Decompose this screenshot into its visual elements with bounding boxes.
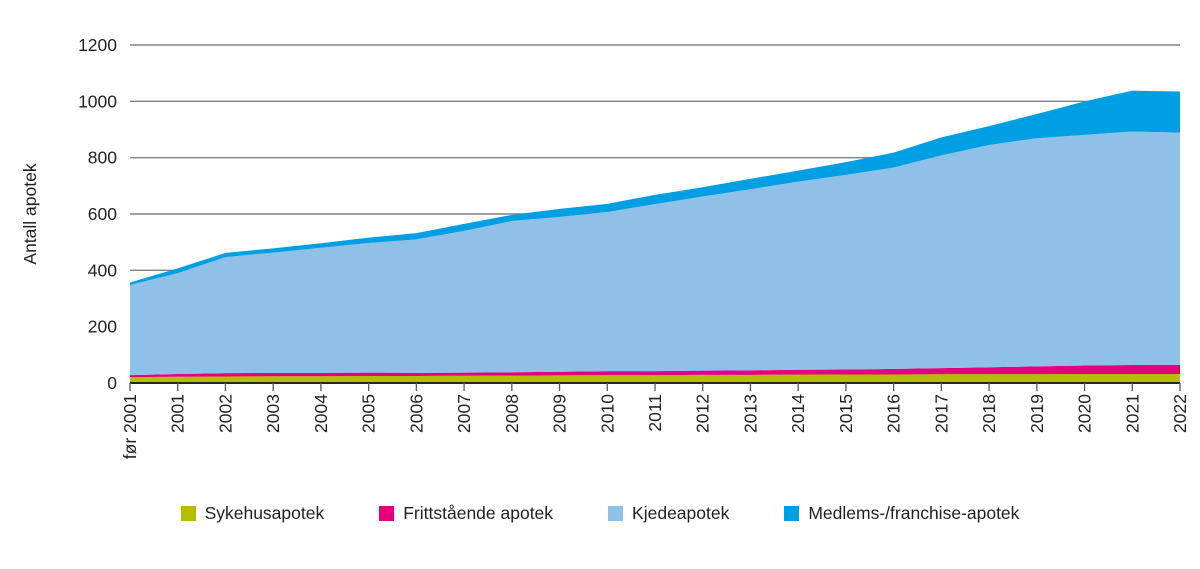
legend-swatch-kjedeapotek xyxy=(608,506,624,521)
x-tick-label: 2011 xyxy=(645,394,665,432)
x-tick-label: 2006 xyxy=(406,394,426,433)
x-tick-label: 2014 xyxy=(788,394,808,433)
area-series-0 xyxy=(130,373,1180,383)
x-axis-labels: før 2001 2001 2002 2003 2004 2005 2006 2007 2008… xyxy=(120,394,1190,459)
y-tick-label-200: 200 xyxy=(88,317,117,337)
legend-item-medlems-franchise-apotek: Medlems-/franchise-apotek xyxy=(784,503,1019,524)
axes xyxy=(129,382,1181,391)
x-tick-label: 2013 xyxy=(740,394,760,433)
x-tick-label: 2018 xyxy=(979,394,999,433)
y-axis-labels: 0 200 400 600 800 1000 1200 xyxy=(78,35,117,393)
legend-label: Frittstående apotek xyxy=(403,503,554,523)
y-tick-label-1000: 1000 xyxy=(78,91,117,111)
x-tick-label: 2016 xyxy=(884,394,904,433)
x-tick-label: 2004 xyxy=(311,394,331,433)
x-tick-label: 2020 xyxy=(1075,394,1095,433)
legend-item-frittstaende-apotek: Frittstående apotek xyxy=(379,503,553,524)
x-tick-label: 2015 xyxy=(836,394,856,433)
legend-swatch-frittstaende xyxy=(379,506,395,521)
y-axis-title: Antall apotek xyxy=(20,163,40,264)
area-series-3 xyxy=(130,90,1180,285)
x-tick-label: 2021 xyxy=(1122,394,1142,433)
y-tick-label-0: 0 xyxy=(107,373,117,393)
x-tick-label: 2005 xyxy=(359,394,379,433)
x-tick-label: 2009 xyxy=(550,394,570,433)
stacked-areas xyxy=(130,90,1180,383)
legend-label: Sykehusapotek xyxy=(204,503,325,523)
x-tick-label: før 2001 xyxy=(120,394,140,459)
chart-legend: Sykehusapotek Frittstående apotek Kjedea… xyxy=(0,503,1200,524)
x-tick-label: 2017 xyxy=(931,394,951,433)
x-tick-label: 2002 xyxy=(215,394,235,433)
x-tick-label: 2003 xyxy=(263,394,283,433)
y-tick-label-600: 600 xyxy=(88,204,117,224)
legend-swatch-medlems-franchise xyxy=(784,506,800,521)
legend-swatch-sykehusapotek xyxy=(180,506,196,521)
legend-label: Medlems-/franchise-apotek xyxy=(808,503,1020,523)
y-tick-label-400: 400 xyxy=(88,260,117,280)
area-series-1 xyxy=(130,364,1180,378)
x-tick-label: 2008 xyxy=(502,394,522,433)
legend-item-kjedeapotek: Kjedeapotek xyxy=(608,503,729,524)
legend-label: Kjedeapotek xyxy=(632,503,730,523)
x-tick-label: 2012 xyxy=(693,394,713,433)
x-tick-label: 2010 xyxy=(597,394,617,433)
area-series-2 xyxy=(130,131,1180,376)
x-tick-label: 2007 xyxy=(454,394,474,433)
x-tick-label: 2019 xyxy=(1027,394,1047,433)
chart-canvas: 0 200 400 600 800 1000 1200 før 2001 2001 2002 20… xyxy=(20,35,1190,459)
y-tick-label-800: 800 xyxy=(88,148,117,168)
y-tick-label-1200: 1200 xyxy=(78,35,117,55)
x-tick-label: 2022 xyxy=(1170,394,1190,433)
legend-item-sykehusapotek: Sykehusapotek xyxy=(180,503,325,524)
x-tick-label: 2001 xyxy=(168,394,188,433)
